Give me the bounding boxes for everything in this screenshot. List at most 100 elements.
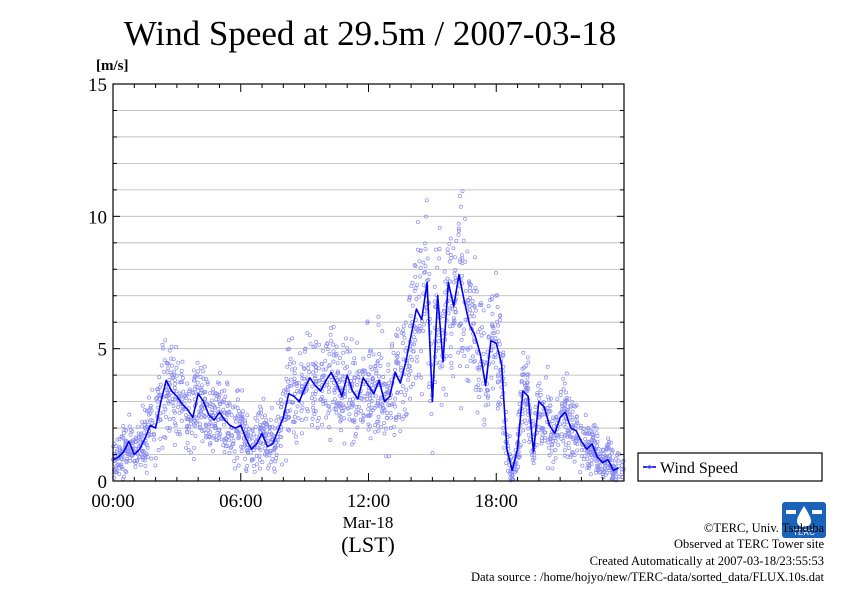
scatter-point xyxy=(483,359,487,364)
scatter-point xyxy=(437,247,442,251)
credits-block: ©TERC, Univ. Tsukuba Observed at TERC To… xyxy=(471,520,824,585)
scatter-point xyxy=(553,456,558,461)
scatter-point xyxy=(386,368,391,373)
scatter-point xyxy=(479,303,484,308)
scatter-point xyxy=(547,445,552,450)
scatter-point xyxy=(439,402,444,407)
scatter-point xyxy=(553,436,558,441)
scatter-point xyxy=(169,356,174,361)
scatter-point xyxy=(180,380,185,385)
y-tick-label: 5 xyxy=(98,340,108,361)
scatter-point xyxy=(406,377,411,382)
scatter-point xyxy=(329,378,334,382)
scatter-point xyxy=(387,403,392,408)
scatter-point xyxy=(398,429,403,434)
scatter-point xyxy=(181,376,185,381)
scatter-point xyxy=(467,286,472,290)
scatter-point xyxy=(393,396,398,401)
scatter-point xyxy=(553,416,558,421)
scatter-point xyxy=(564,390,569,395)
scatter-point xyxy=(310,416,315,421)
scatter-point xyxy=(305,376,309,381)
scatter-point xyxy=(447,324,452,329)
scatter-point xyxy=(358,417,363,422)
scatter-point xyxy=(549,448,554,453)
scatter-point xyxy=(348,349,353,354)
scatter-point xyxy=(408,368,413,373)
scatter-point xyxy=(361,412,366,417)
scatter-point xyxy=(338,419,343,424)
scatter-point xyxy=(588,450,593,455)
scatter-point xyxy=(331,324,336,329)
scatter-point xyxy=(313,344,318,349)
scatter-point xyxy=(449,361,454,366)
scatter-point xyxy=(150,418,155,423)
scatter-point xyxy=(583,413,588,418)
scatter-point xyxy=(292,376,297,381)
scatter-point xyxy=(232,416,237,421)
scatter-point xyxy=(361,356,366,361)
scatter-point xyxy=(210,407,215,412)
scatter-point xyxy=(232,459,237,464)
scatter-point xyxy=(117,471,122,476)
scatter-point xyxy=(447,259,452,264)
scatter-point xyxy=(372,406,377,410)
scatter-point xyxy=(572,459,577,464)
scatter-point xyxy=(185,381,190,386)
scatter-point xyxy=(441,386,446,391)
scatter-point xyxy=(407,373,411,377)
scatter-point xyxy=(551,415,556,420)
scatter-point xyxy=(291,419,296,424)
scatter-point xyxy=(489,375,494,380)
scatter-point xyxy=(279,427,284,432)
scatter-point xyxy=(199,387,204,392)
scatter-point xyxy=(253,415,258,420)
scatter-point xyxy=(184,445,189,450)
scatter-point xyxy=(185,430,190,435)
scatter-point xyxy=(220,399,225,404)
scatter-point xyxy=(497,342,502,347)
scatter-point xyxy=(236,463,241,468)
scatter-point xyxy=(272,447,277,452)
x-tick-label: 18:00 xyxy=(475,491,518,512)
scatter-point xyxy=(216,407,221,411)
scatter-point xyxy=(521,428,526,433)
scatter-point xyxy=(606,466,611,470)
scatter-point xyxy=(347,388,352,393)
scatter-point xyxy=(152,432,156,437)
scatter-point xyxy=(595,434,600,438)
scatter-point xyxy=(245,463,250,468)
scatter-point xyxy=(325,347,330,352)
scatter-point xyxy=(217,399,222,404)
scatter-point xyxy=(169,363,174,368)
scatter-point xyxy=(495,293,500,298)
scatter-point xyxy=(159,363,164,368)
scatter-point xyxy=(513,469,518,474)
scatter-point xyxy=(560,403,565,408)
scatter-point xyxy=(443,290,448,295)
scatter-point xyxy=(269,449,274,453)
scatter-point xyxy=(400,341,405,346)
scatter-point xyxy=(451,246,456,251)
scatter-point xyxy=(413,264,418,269)
scatter-point xyxy=(362,398,367,403)
scatter-point xyxy=(448,354,453,358)
scatter-point xyxy=(132,458,137,463)
scatter-point xyxy=(222,438,227,442)
scatter-point xyxy=(148,404,153,408)
scatter-point xyxy=(128,458,132,463)
scatter-point xyxy=(141,449,146,454)
scatter-point xyxy=(167,348,172,353)
scatter-point xyxy=(521,350,526,355)
scatter-point xyxy=(448,236,453,241)
scatter-point xyxy=(376,414,381,419)
scatter-point xyxy=(389,415,394,420)
scatter-point xyxy=(564,396,569,401)
scatter-point xyxy=(254,434,259,439)
scatter-point xyxy=(167,426,172,431)
scatter-point xyxy=(337,356,342,360)
scatter-point xyxy=(329,338,333,343)
scatter-point xyxy=(491,326,496,331)
scatter-point xyxy=(573,423,578,428)
scatter-point xyxy=(449,252,454,257)
